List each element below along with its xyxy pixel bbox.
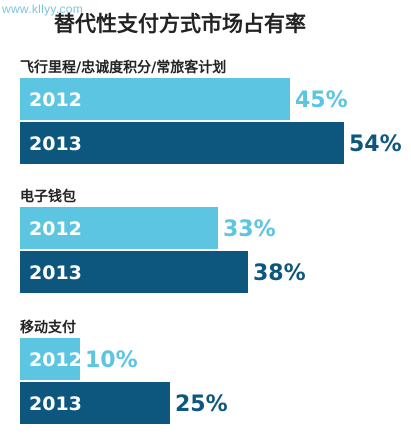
bar-year-label-1-2012: 2012 [29,89,82,111]
watermark: www.kllyy.com [2,2,84,16]
bar-year-label-3-2012: 2012 [29,349,82,371]
bar-value-label-1-2013: 54% [349,132,402,157]
bar-value-label-3-2012: 10% [85,348,138,373]
bar-value-label-2-2013: 38% [253,261,306,286]
bar-value-label-1-2012: 45% [295,88,348,113]
bar-year-label-2-2012: 2012 [29,218,82,240]
bar-1-2012 [20,78,290,120]
bar-2-2013 [20,251,248,293]
bar-3-2013 [20,382,170,424]
bar-year-label-2-2013: 2013 [29,262,82,284]
bar-1-2013 [20,122,344,164]
bar-value-label-2-2012: 33% [223,217,276,242]
bar-year-label-1-2013: 2013 [29,133,82,155]
group-label-ewallet: 电子钱包 [20,189,76,205]
group-label-miles: 飞行里程/忠诚度积分/常旅客计划 [20,60,227,76]
chart-title: 替代性支付方式市场占有率 [54,12,306,36]
bar-3-2012 [20,338,80,380]
group-label-mobile: 移动支付 [20,320,76,336]
bar-2-2012 [20,207,218,249]
bar-value-label-3-2013: 25% [175,392,228,417]
bar-year-label-3-2013: 2013 [29,393,82,415]
